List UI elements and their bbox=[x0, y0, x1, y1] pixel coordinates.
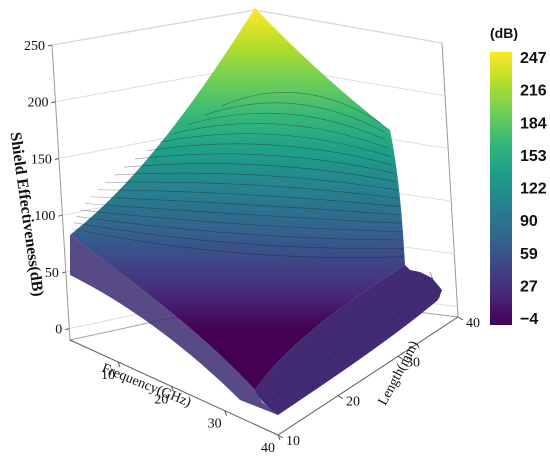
surface-striation bbox=[276, 378, 297, 403]
contour-line bbox=[97, 189, 401, 207]
colorbar-tick-label: 27 bbox=[520, 278, 538, 295]
colorbar-tick-label: 122 bbox=[520, 181, 547, 198]
surface-striation bbox=[359, 320, 375, 346]
x-tick-label: 30 bbox=[208, 417, 222, 432]
contour-lines bbox=[72, 92, 441, 416]
y-tick bbox=[277, 434, 284, 439]
contour-line bbox=[74, 222, 404, 249]
z-tick bbox=[54, 157, 60, 160]
contour-line bbox=[84, 203, 403, 224]
y-tick bbox=[457, 316, 464, 321]
contour-line bbox=[90, 196, 402, 216]
surface-striation bbox=[315, 351, 333, 377]
surface bbox=[70, 8, 442, 416]
surface-striation bbox=[270, 382, 291, 407]
surface-striation bbox=[340, 334, 357, 359]
surface-striation bbox=[264, 387, 285, 411]
surface-striation bbox=[289, 369, 309, 394]
contour-line bbox=[188, 112, 387, 141]
z-tick-label: 50 bbox=[45, 266, 59, 281]
x-tick-label: 20 bbox=[154, 392, 168, 407]
surface-striation bbox=[410, 285, 423, 312]
surface-striation bbox=[334, 338, 351, 364]
surface-striation bbox=[429, 271, 441, 299]
surface-striation bbox=[404, 289, 417, 316]
z-tick bbox=[51, 101, 56, 104]
colorbar-ticks: 247 216 184 153 122 90 59 27 −4 bbox=[520, 50, 547, 328]
surface-striation bbox=[391, 298, 405, 325]
surface-striation bbox=[372, 311, 387, 338]
surface-striation bbox=[295, 365, 315, 390]
surface-striation bbox=[302, 360, 321, 385]
surface-striation bbox=[365, 316, 381, 342]
colorbar-tick-label: 59 bbox=[520, 246, 538, 263]
surface-striation bbox=[416, 280, 429, 307]
x-tick-label: 10 bbox=[101, 368, 115, 383]
surface-striation bbox=[327, 342, 345, 368]
z-axis-ticks: 0 50 100 150 200 250 bbox=[24, 39, 70, 338]
contour-line bbox=[134, 153, 395, 174]
z-tick bbox=[47, 44, 53, 47]
y-axis-line bbox=[277, 316, 459, 436]
colorbar-tick-label: 90 bbox=[520, 213, 538, 230]
colorbar-tick-label: −4 bbox=[520, 311, 538, 328]
y-tick-label: 10 bbox=[286, 434, 300, 449]
contour-line bbox=[204, 102, 384, 132]
x-tick bbox=[277, 434, 281, 441]
colorbar-unit: (dB) bbox=[490, 25, 518, 41]
surface-striation bbox=[397, 294, 411, 320]
z-tick bbox=[58, 214, 63, 217]
y-tick-label: 30 bbox=[406, 355, 420, 370]
contour-line bbox=[221, 92, 381, 124]
surface-top bbox=[70, 8, 405, 390]
contour-line bbox=[105, 181, 399, 199]
x-tick bbox=[170, 386, 174, 392]
y-tick-label: 40 bbox=[466, 316, 480, 331]
z-tick-label: 250 bbox=[24, 39, 45, 54]
surface-striation bbox=[385, 302, 399, 329]
surface-striation bbox=[423, 276, 435, 303]
contour-line bbox=[76, 216, 404, 241]
surface-striation bbox=[321, 347, 339, 372]
contour-line bbox=[146, 143, 393, 166]
colorbar bbox=[490, 52, 512, 325]
surface-front bbox=[255, 265, 442, 415]
contour-line bbox=[113, 172, 398, 191]
x-tick bbox=[117, 361, 121, 368]
contour-line bbox=[72, 228, 404, 258]
contour-line bbox=[173, 123, 389, 149]
surface-striation bbox=[346, 329, 363, 355]
colorbar-tick-label: 216 bbox=[520, 83, 547, 100]
y-tick bbox=[397, 355, 404, 360]
colorbar-tick-label: 247 bbox=[520, 50, 547, 67]
y-tick-label: 20 bbox=[346, 395, 360, 410]
z-tick-label: 0 bbox=[55, 323, 62, 338]
colorbar-tick-label: 184 bbox=[520, 115, 547, 132]
surface-striation bbox=[283, 373, 303, 398]
z-tick bbox=[65, 328, 70, 331]
surface-left-face bbox=[70, 235, 278, 415]
z-tick bbox=[61, 271, 66, 274]
contour-line bbox=[123, 163, 397, 182]
contour-line bbox=[159, 133, 391, 157]
z-gridline bbox=[254, 9, 443, 44]
z-tick-label: 200 bbox=[27, 96, 48, 111]
contour-line bbox=[80, 209, 403, 232]
z-tick-label: 100 bbox=[34, 209, 55, 224]
surface-striation bbox=[353, 325, 369, 351]
x-tick bbox=[224, 410, 228, 416]
surface-striation bbox=[378, 307, 393, 333]
x-axis-line bbox=[69, 339, 279, 436]
surface-striation bbox=[308, 356, 327, 381]
y-tick bbox=[337, 395, 344, 400]
z-gridline bbox=[51, 9, 256, 46]
y-axis-ticks: 10 20 30 40 bbox=[277, 316, 480, 449]
x-tick-label: 40 bbox=[261, 441, 275, 456]
colorbar-tick-label: 153 bbox=[520, 148, 547, 165]
x-axis-ticks: 10 20 30 40 bbox=[101, 361, 281, 456]
surface-striation bbox=[257, 391, 279, 416]
z-tick-label: 150 bbox=[31, 152, 52, 167]
